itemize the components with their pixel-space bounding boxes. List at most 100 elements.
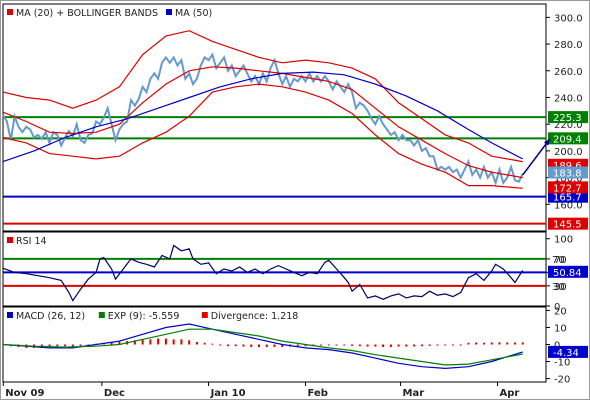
y-tick-label: 300.0 [554, 13, 583, 24]
series-line-price [2, 52, 524, 187]
divergence-bar [211, 343, 214, 345]
legend-swatch [201, 312, 208, 318]
divergence-bar [374, 344, 377, 347]
divergence-bar [506, 342, 509, 345]
legend-label: MA (20) + BOLLINGER BANDS [16, 8, 158, 19]
divergence-bar [475, 342, 478, 345]
divergence-bar [79, 344, 82, 347]
divergence-bar [172, 339, 175, 345]
level-tag-bg [548, 132, 588, 145]
y-tick-label: 260.0 [554, 67, 583, 78]
divergence-bar [195, 341, 198, 345]
legend-label: Divergence: 1.218 [211, 311, 299, 322]
y-tick-label: 10 [554, 323, 567, 334]
divergence-bar [320, 344, 323, 346]
divergence-bar [296, 344, 299, 347]
divergence-bar [490, 342, 493, 345]
divergence-bar [436, 344, 439, 346]
divergence-bar [397, 344, 400, 347]
legend-swatch [7, 312, 13, 318]
divergence-bar [451, 344, 454, 346]
y-tick-label: 0 [554, 302, 560, 313]
divergence-bar [304, 344, 307, 347]
legend-swatch [166, 9, 172, 15]
trend-arrow-head [543, 138, 550, 146]
divergence-bar [265, 344, 268, 348]
y-tick-label: 280.0 [554, 40, 583, 51]
level-tag-bg [548, 111, 588, 124]
divergence-bar [164, 338, 167, 345]
x-tick-label: Jan 10 [210, 388, 246, 399]
level-tag-label: 145.5 [553, 220, 582, 231]
divergence-bar [71, 344, 74, 348]
value-tag-label: 183.8 [553, 169, 582, 180]
value-tag-bg [548, 181, 588, 194]
divergence-bar [234, 344, 237, 347]
y-tick-label: 30 [554, 282, 567, 293]
y-tick-label: 20 [554, 306, 567, 317]
x-tick-label: Dec [104, 388, 125, 399]
value-tag-label: 50.84 [553, 268, 582, 279]
y-tick-label: -10 [554, 358, 570, 369]
y-tick-label: 200.0 [554, 147, 583, 158]
value-tag-bg [548, 265, 588, 278]
level-tag-label: 225.3 [553, 113, 582, 124]
series-line-bb_upper [2, 30, 523, 163]
legend-label: MA (50) [175, 8, 212, 19]
divergence-bar [366, 344, 369, 347]
level-tag-bg [548, 217, 588, 230]
legend-swatch [98, 312, 105, 318]
divergence-bar [64, 344, 67, 347]
y-tick-label: 160.0 [554, 200, 583, 211]
divergence-bar [413, 344, 416, 347]
series-line-macd [2, 323, 523, 370]
legend-label: RSI 14 [16, 236, 47, 247]
series-line-exp9 [2, 328, 523, 366]
divergence-bar [141, 339, 144, 345]
divergence-bar [56, 344, 59, 347]
divergence-bar [382, 344, 385, 348]
divergence-bar [188, 340, 191, 345]
divergence-bar [358, 344, 361, 347]
series-line-ma20 [2, 66, 523, 179]
y-tick-label: 70 [554, 255, 567, 266]
divergence-bar [133, 340, 136, 345]
divergence-bar [242, 344, 245, 347]
value-tag-label: 172.7 [553, 183, 582, 194]
divergence-bar [420, 344, 423, 347]
x-tick-label: Feb [308, 388, 328, 399]
divergence-bar [48, 344, 51, 348]
y-tick-label: 180.0 [554, 174, 583, 185]
series-line-rsi [2, 244, 524, 302]
series-line-ma50 [2, 71, 523, 163]
y-tick-label: 220.0 [554, 120, 583, 131]
divergence-bar [513, 342, 516, 345]
panel-frame [2, 231, 547, 307]
value-tag-label: -4.34 [553, 348, 579, 359]
value-tag-label: 189.6 [553, 161, 582, 172]
level-tag-bg [548, 190, 588, 203]
divergence-bar [226, 344, 229, 347]
divergence-bar [157, 338, 160, 345]
y-tick-label: 100 [554, 235, 573, 246]
divergence-bar [273, 344, 276, 348]
divergence-bar [459, 344, 462, 346]
divergence-bar [203, 342, 206, 345]
x-tick-label: Apr [500, 388, 520, 399]
divergence-bar [118, 341, 121, 345]
legend-label: EXP (9): -5.559 [108, 311, 180, 322]
divergence-bar [343, 344, 346, 346]
divergence-bar [351, 344, 354, 346]
value-tag-bg [548, 166, 588, 179]
legend-swatch [7, 237, 13, 243]
divergence-bar [521, 342, 524, 345]
x-tick-label: Nov 09 [5, 388, 44, 399]
divergence-bar [110, 342, 113, 345]
level-tag-label: 209.4 [553, 134, 582, 145]
divergence-bar [482, 342, 485, 345]
divergence-bar [405, 344, 408, 347]
